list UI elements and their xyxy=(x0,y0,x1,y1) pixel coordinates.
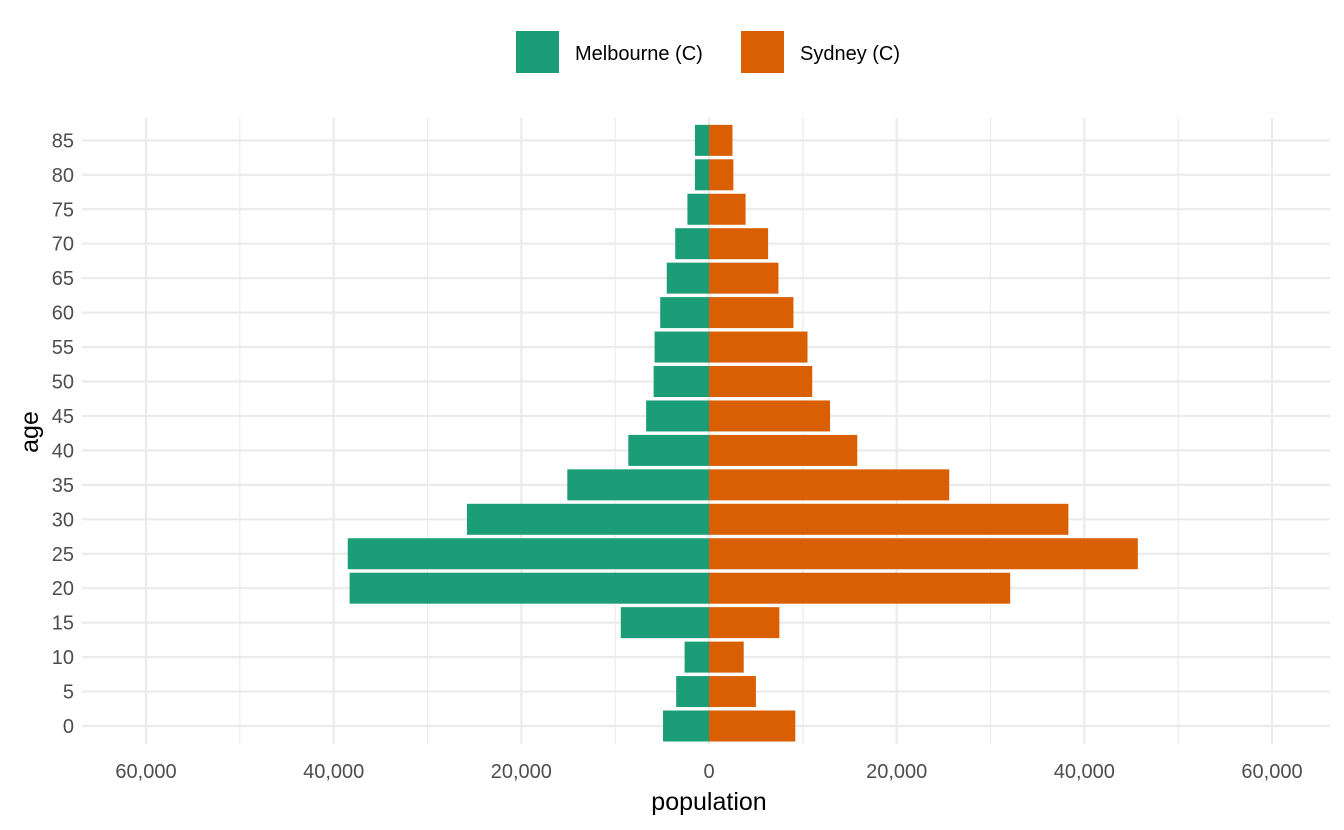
y-tick-label: 70 xyxy=(52,234,74,256)
bar-sydney-age-15 xyxy=(709,607,780,639)
bar-melbourne-age-45 xyxy=(646,400,709,432)
y-tick-label: 5 xyxy=(63,682,74,704)
bar-sydney-age-20 xyxy=(709,572,1011,604)
legend-key-sydney xyxy=(741,31,784,73)
bar-sydney-age-80 xyxy=(709,159,734,191)
bar-sydney-age-5 xyxy=(709,676,756,708)
bar-sydney-age-55 xyxy=(709,331,808,363)
bar-melbourne-age-85 xyxy=(694,124,709,156)
bar-sydney-age-10 xyxy=(709,641,744,673)
y-tick-label: 75 xyxy=(52,199,74,221)
y-tick-label: 35 xyxy=(52,475,74,497)
legend: Melbourne (C) Sydney (C) xyxy=(516,31,900,73)
y-tick-label: 40 xyxy=(52,440,74,462)
y-tick-label: 15 xyxy=(52,613,74,635)
y-tick-label: 50 xyxy=(52,372,74,394)
bar-sydney-age-25 xyxy=(709,538,1138,570)
x-axis-title: population xyxy=(651,788,766,816)
y-tick-label: 25 xyxy=(52,544,74,566)
x-axis-ticks: 60,000 40,000 20,000 0 20,000 40,000 60,000 xyxy=(115,761,1302,783)
y-tick-label: 80 xyxy=(52,165,74,187)
y-tick-label: 85 xyxy=(52,130,74,152)
bar-sydney-age-75 xyxy=(709,193,746,225)
legend-key-melbourne xyxy=(516,31,559,73)
bar-melbourne-age-65 xyxy=(666,262,709,294)
bar-sydney-age-70 xyxy=(709,228,769,260)
bar-melbourne-age-25 xyxy=(347,538,709,570)
bar-melbourne-age-30 xyxy=(466,503,709,535)
y-tick-label: 0 xyxy=(63,716,74,738)
y-axis-title: age xyxy=(16,411,44,453)
bar-melbourne-age-55 xyxy=(654,331,709,363)
bar-sydney-age-65 xyxy=(709,262,779,294)
y-axis-ticks: 0 5 10 15 20 25 30 35 40 45 50 55 60 65 70 75 80 85 xyxy=(52,130,74,738)
bar-melbourne-age-15 xyxy=(620,607,709,639)
x-tick-label: 40,000 xyxy=(303,761,364,783)
bar-melbourne-age-40 xyxy=(628,434,709,466)
bar-melbourne-age-50 xyxy=(653,366,709,397)
bar-melbourne-age-0 xyxy=(663,710,709,742)
bar-melbourne-age-20 xyxy=(349,572,709,604)
bar-sydney-age-35 xyxy=(709,469,950,501)
bar-sydney-age-60 xyxy=(709,297,794,329)
x-tick-label: 60,000 xyxy=(115,761,176,783)
bar-sydney-age-85 xyxy=(709,124,733,156)
bars xyxy=(347,124,1138,742)
y-tick-label: 60 xyxy=(52,303,74,325)
y-tick-label: 55 xyxy=(52,337,74,359)
bar-sydney-age-40 xyxy=(709,434,858,466)
bar-melbourne-age-70 xyxy=(675,228,709,260)
legend-label-melbourne: Melbourne (C) xyxy=(575,43,703,65)
bar-sydney-age-30 xyxy=(709,503,1069,535)
bar-sydney-age-0 xyxy=(709,710,796,742)
y-tick-label: 30 xyxy=(52,509,74,531)
bar-melbourne-age-10 xyxy=(684,641,709,673)
legend-label-sydney: Sydney (C) xyxy=(800,43,900,65)
bar-melbourne-age-60 xyxy=(660,297,709,329)
x-tick-label: 60,000 xyxy=(1241,761,1302,783)
bar-melbourne-age-5 xyxy=(676,676,709,708)
bar-melbourne-age-75 xyxy=(687,193,709,225)
bar-melbourne-age-35 xyxy=(567,469,709,501)
y-tick-label: 65 xyxy=(52,268,74,290)
x-tick-label: 40,000 xyxy=(1054,761,1115,783)
y-tick-label: 45 xyxy=(52,406,74,428)
x-tick-label: 0 xyxy=(703,761,714,783)
bar-melbourne-age-80 xyxy=(694,159,709,191)
bar-sydney-age-50 xyxy=(709,366,813,397)
y-tick-label: 10 xyxy=(52,647,74,669)
x-tick-label: 20,000 xyxy=(866,761,927,783)
x-tick-label: 20,000 xyxy=(491,761,552,783)
bar-sydney-age-45 xyxy=(709,400,831,432)
y-tick-label: 20 xyxy=(52,578,74,600)
